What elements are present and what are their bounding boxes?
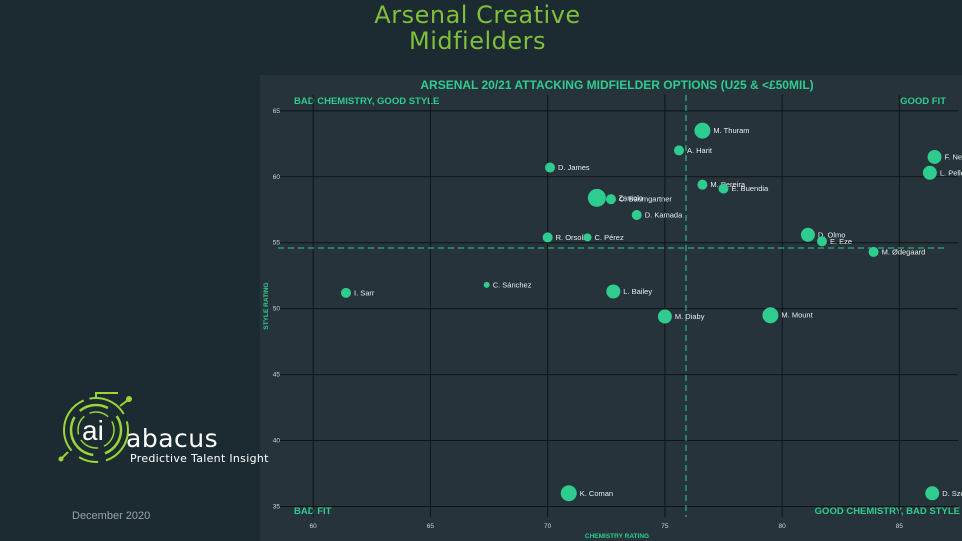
x-tick-label: 65 <box>427 523 435 530</box>
brand-name: abacus <box>126 424 219 453</box>
logo-letters: ai <box>82 415 104 446</box>
plot-background <box>260 75 962 541</box>
data-point <box>631 210 642 221</box>
chart-title: ARSENAL 20/21 ATTACKING MIDFIELDER OPTIO… <box>420 78 813 92</box>
data-point-label: F. Neuhaus <box>945 152 962 161</box>
data-point <box>800 227 815 242</box>
data-point <box>762 307 779 324</box>
data-point-label: R. Orsolini <box>556 233 591 242</box>
data-point-label: C. Baumgartner <box>619 195 672 204</box>
data-point <box>697 179 708 190</box>
data-point <box>657 309 672 324</box>
x-tick-label: 75 <box>661 523 669 530</box>
data-point <box>605 194 616 205</box>
data-point <box>545 162 555 173</box>
brand-tagline: Predictive Talent Insight <box>130 452 269 465</box>
data-point-label: L. Bailey <box>623 287 652 296</box>
x-axis-label: CHEMISTRY RATING <box>585 533 649 540</box>
data-point-label: D. James <box>558 163 590 172</box>
data-point <box>542 232 553 243</box>
reference-lines <box>278 95 944 517</box>
slide-title-line-2: Midfielders <box>408 27 547 55</box>
x-tick-label: 80 <box>779 523 787 530</box>
data-point-label: D. Olmo <box>818 230 846 239</box>
data-point <box>925 486 940 501</box>
data-point <box>587 188 606 207</box>
data-point <box>817 236 827 247</box>
data-point <box>673 145 684 156</box>
data-point-label: E. Eze <box>830 237 852 246</box>
y-axis-label: STYLE RATING <box>263 282 270 329</box>
x-tick-label: 70 <box>544 523 552 530</box>
y-tick-label: 65 <box>273 108 281 115</box>
data-point-label: M. Mount <box>781 311 813 320</box>
y-tick-label: 60 <box>273 174 281 181</box>
data-point-label: K. Coman <box>580 489 613 498</box>
tick-layer: 60 65 70 75 80 85 35 40 45 50 55 60 65 <box>273 108 904 530</box>
y-tick-label: 35 <box>273 503 281 510</box>
x-tick-label: 60 <box>310 523 318 530</box>
data-point-label: M. Thuram <box>713 126 749 135</box>
data-point-label: L. Pellegrini <box>940 168 962 177</box>
data-point <box>483 281 490 288</box>
y-tick-label: 55 <box>273 240 281 247</box>
data-point-label: A. Harit <box>687 146 713 155</box>
data-point-label: I. Sarr <box>354 288 375 297</box>
data-point <box>718 183 729 194</box>
data-point <box>927 149 942 164</box>
data-point-label: C. Sánchez <box>493 280 532 289</box>
points-layer: M. Thuram A. Harit F. Neuhaus D. James L. Pe… <box>341 122 962 502</box>
y-tick-label: 50 <box>273 306 281 313</box>
data-point <box>922 165 937 180</box>
data-point <box>606 284 621 299</box>
grid-layer <box>278 95 958 517</box>
data-point-label: C. Pérez <box>595 233 624 242</box>
quadrant-label-top-right: GOOD FIT <box>900 96 946 107</box>
slide-title-line-1: Arsenal Creative <box>374 1 581 29</box>
data-point <box>341 287 351 298</box>
data-point-label: E. Buendia <box>732 184 770 193</box>
quadrant-label-top-left: BAD CHEMISTRY, GOOD STYLE <box>294 96 439 107</box>
date-label: December 2020 <box>72 510 151 522</box>
slide-title: Arsenal Creative Midfielders <box>300 2 655 54</box>
data-point-label: N. Zaniolo <box>609 193 643 202</box>
data-point-label: M. Ødegaard <box>882 247 926 256</box>
data-point <box>694 122 711 139</box>
y-tick-label: 40 <box>273 438 281 445</box>
data-point <box>560 485 577 502</box>
x-tick-label: 85 <box>896 523 904 530</box>
data-point-label: M. Diaby <box>675 312 705 321</box>
circuit-ring-icon: ai <box>58 392 132 463</box>
quadrant-label-bottom-right: GOOD CHEMISTRY, BAD STYLE <box>815 506 960 517</box>
data-point-label: M. Pereira <box>710 180 745 189</box>
y-tick-label: 45 <box>273 372 281 379</box>
data-point <box>583 233 592 242</box>
data-point-label: D. Szoboszlai <box>942 489 962 498</box>
data-point <box>868 246 879 257</box>
data-point-label: D. Kamada <box>645 211 683 220</box>
